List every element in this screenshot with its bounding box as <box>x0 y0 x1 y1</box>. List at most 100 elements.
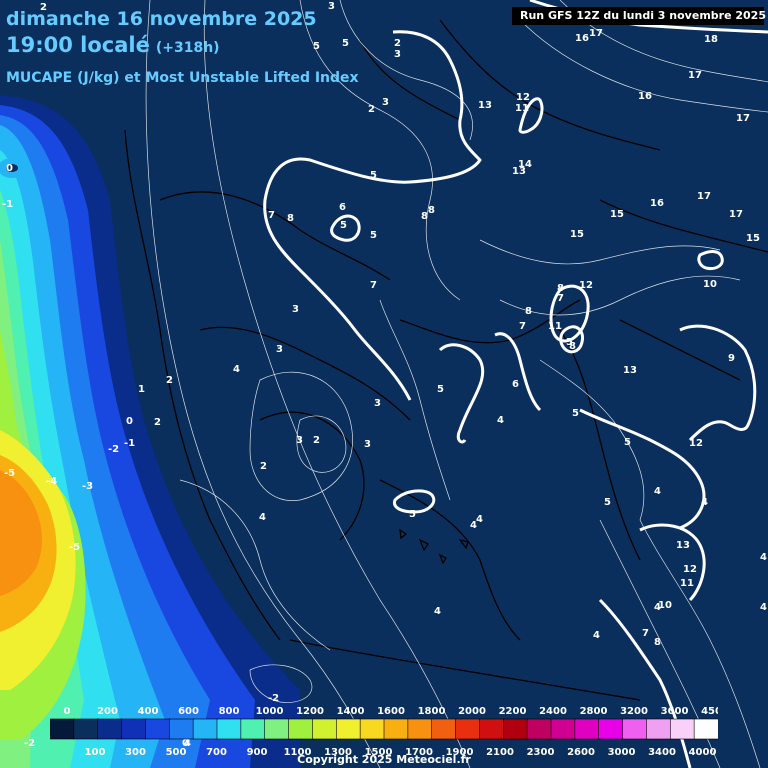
map-label: 3 <box>276 344 283 355</box>
map-label: 2 <box>313 435 320 446</box>
legend-swatch <box>97 718 123 740</box>
map-label: 4 <box>470 520 477 531</box>
legend-upper-tick: 2400 <box>539 706 567 717</box>
legend-upper-tick: 1000 <box>256 706 284 717</box>
legend-swatch <box>383 718 409 740</box>
map-label: 12 <box>579 280 593 291</box>
map-label: 2 <box>394 38 401 49</box>
legend-upper-tick: 1800 <box>418 706 446 717</box>
lifted-index-labels: 0 -1 0 -1 -2 -5 -4 -3 -5 -2 -2 1 2 2 0 2… <box>2 1 767 749</box>
map-label: 6 <box>339 202 346 213</box>
map-label: 6 <box>512 379 519 390</box>
map-label: 4 <box>497 415 504 426</box>
legend-upper-tick: 800 <box>219 706 240 717</box>
map-label: 3 <box>364 439 371 450</box>
legend-lower-tick: 100 <box>85 747 106 758</box>
map-label: 10 <box>703 279 717 290</box>
forecast-time: 19:00 localé (+318h) <box>6 33 220 57</box>
map-label: 13 <box>478 100 492 111</box>
legend-upper-tick: 4500 <box>701 706 718 717</box>
map-label: 15 <box>610 209 624 220</box>
map-label: -2 <box>24 738 35 749</box>
map-label: 16 <box>650 198 664 209</box>
legend-upper-ticks: 0 200 400 600 800 1000 1200 1400 1600 1800 2000 220… <box>64 706 718 717</box>
map-label: 11 <box>680 578 694 589</box>
legend-upper-tick: 2000 <box>458 706 486 717</box>
map-label: 0 <box>6 163 13 174</box>
map-label: 4 <box>654 486 661 497</box>
legend-swatch <box>455 718 481 740</box>
legend-lower-ticks: 100 300 500 700 900 1100 1300 1500 1700 1900 2100 2… <box>85 747 717 758</box>
map-label: 4 <box>593 630 600 641</box>
map-label: 16 <box>575 33 589 44</box>
map-label: 18 <box>704 34 718 45</box>
map-label: -5 <box>4 468 15 479</box>
legend-lower-tick: 2100 <box>486 747 514 758</box>
map-label: 15 <box>570 229 584 240</box>
legend-swatch <box>168 718 194 740</box>
map-label: 15 <box>746 233 760 244</box>
legend-upper-tick: 400 <box>138 706 159 717</box>
legend-swatch <box>598 718 624 740</box>
map-label: 3 <box>374 398 381 409</box>
map-label: 4 <box>476 514 483 525</box>
map-label: 5 <box>370 230 377 241</box>
legend-swatch <box>622 718 648 740</box>
coastlines <box>124 19 768 701</box>
map-label: 17 <box>589 28 603 39</box>
map-label: 4 <box>760 602 767 613</box>
map-label: 4 <box>184 738 191 749</box>
map-label: 5 <box>370 170 377 181</box>
legend-swatch <box>312 718 338 740</box>
legend-swatch <box>669 718 695 740</box>
legend-upper-tick: 2200 <box>499 706 527 717</box>
map-label: 10 <box>658 600 672 611</box>
map-label: 17 <box>688 70 702 81</box>
map-label: 2 <box>166 375 173 386</box>
legend-swatch <box>216 718 242 740</box>
map-label: 5 <box>604 497 611 508</box>
map-label: 4 <box>233 364 240 375</box>
legend-swatch <box>50 718 75 740</box>
legend-upper-tick: 200 <box>97 706 118 717</box>
map-label: 4 <box>760 552 767 563</box>
map-label: 9 <box>728 353 735 364</box>
map-label: 8 <box>428 205 435 216</box>
map-label: 4 <box>434 606 441 617</box>
map-label: 2 <box>154 417 161 428</box>
map-label: 11 <box>548 321 562 332</box>
cape-shading <box>0 95 300 768</box>
thin-contours <box>145 0 768 768</box>
legend-lower-tick: 4000 <box>689 747 717 758</box>
legend-upper-tick: 3600 <box>661 706 689 717</box>
legend-swatch <box>359 718 385 740</box>
map-label: 5 <box>342 38 349 49</box>
legend-swatch <box>240 718 266 740</box>
map-label: 3 <box>296 435 303 446</box>
legend-swatch <box>646 718 672 740</box>
legend-swatch <box>121 718 147 740</box>
legend-swatch <box>288 718 314 740</box>
map-label: 2 <box>368 104 375 115</box>
legend-swatch <box>335 718 361 740</box>
map-label: 0 <box>126 416 133 427</box>
legend-swatch <box>192 718 218 740</box>
map-label: 3 <box>382 97 389 108</box>
color-legend: 0 200 400 600 800 1000 1200 1400 1600 1800 2000 220… <box>50 706 718 758</box>
legend-swatch <box>145 718 171 740</box>
map-label: 0 <box>182 738 189 749</box>
map-label: 8 <box>525 306 532 317</box>
map-label: 16 <box>638 91 652 102</box>
legend-swatch <box>574 718 600 740</box>
forecast-date: dimanche 16 novembre 2025 <box>6 8 317 30</box>
legend-swatch <box>407 718 433 740</box>
legend-swatch <box>431 718 457 740</box>
map-label: 4 <box>259 512 266 523</box>
legend-upper-tick: 600 <box>178 706 199 717</box>
map-label: 2 <box>260 461 267 472</box>
map-label: 17 <box>697 191 711 202</box>
map-label: 7 <box>370 280 377 291</box>
forecast-offset: (+318h) <box>155 40 220 56</box>
map-label: 12 <box>689 438 703 449</box>
